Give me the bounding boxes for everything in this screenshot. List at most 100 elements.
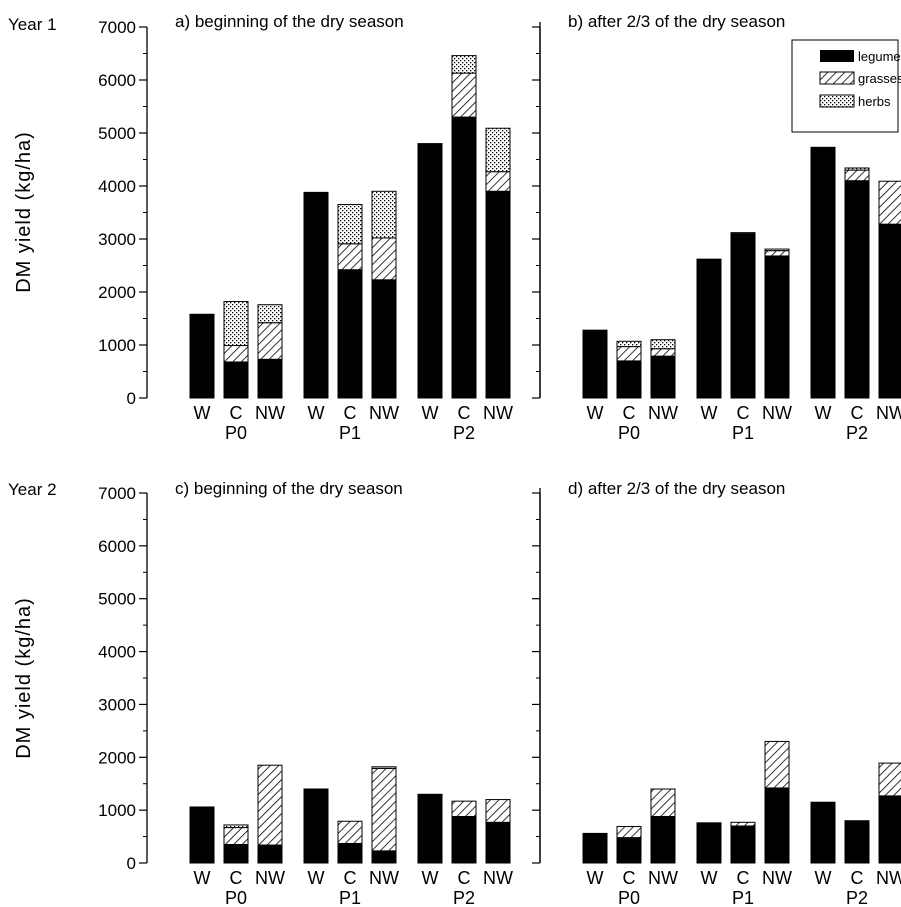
panel-a-group-label-P2: P2: [453, 423, 475, 443]
panel-d-bar-P1-C-legume: [730, 825, 756, 864]
panel-c-bar-P1-NW-herbs: [371, 766, 397, 769]
panel-b-bar-P1-C-herbs: [730, 232, 756, 235]
legend: legume grasses herbs: [791, 39, 901, 133]
panel-b-category-label-P0-NW: NW: [648, 403, 678, 423]
panel-a-bar-P1-NW-legume: [371, 279, 397, 399]
panel-b-bar-P2-C-herbs: [844, 167, 870, 171]
panel-c-bar-P2-C-legume: [451, 815, 477, 864]
panel-d-category-label-P0-NW: NW: [648, 868, 678, 888]
panel-b-bar-P0-NW-herbs: [650, 339, 676, 350]
panel-b-bar-P1-NW-grasses: [764, 250, 790, 257]
panel-d-bar-P0-C-legume: [616, 837, 642, 864]
panel-a-ytick-label-0: 0: [127, 389, 136, 408]
panel-c-group-label-P0: P0: [225, 888, 247, 907]
panel-c-category-label-P2-NW: NW: [483, 868, 513, 888]
legend-label-herbs: herbs: [858, 94, 891, 109]
panel-b-category-label-P2-C: C: [851, 403, 864, 423]
panel-a-bar-P1-NW-herbs: [371, 190, 397, 239]
panel-a-bar-P1-NW-grasses: [371, 237, 397, 281]
panel-a-bar-P2-C-legume: [451, 116, 477, 399]
panel-b-bar-P1-NW-herbs: [764, 248, 790, 252]
panel-b-bar-P2-C-legume: [844, 180, 870, 399]
panel-b-bar-P0-W-legume: [582, 329, 608, 399]
panel-b-bar-P1-NW-legume: [764, 255, 790, 399]
panel-d-bar-P2-NW-grasses: [878, 762, 901, 797]
panel-d-category-label-P2-NW: NW: [876, 868, 901, 888]
panel-c-category-label-P2-W: W: [422, 868, 439, 888]
panel-d-bar-P2-C-legume: [844, 820, 870, 864]
panel-d-group-label-P0: P0: [618, 888, 640, 907]
panel-b-bar-P2-C-grasses: [844, 169, 870, 182]
panel-a-bar-P2-NW-grasses: [485, 171, 511, 192]
panel-a-bar-P1-C-herbs: [337, 204, 363, 245]
panel-d-category-label-P0-W: W: [587, 868, 604, 888]
panel-b-group-label-P1: P1: [732, 423, 754, 443]
panel-b-bar-P1-C-legume: [730, 233, 756, 399]
panel-a-ytick-label-2000: 2000: [98, 283, 136, 302]
panel-a-ytick-label-1000: 1000: [98, 336, 136, 355]
panel-d-bar-P1-NW-grasses: [764, 740, 790, 789]
panel-a-bar-P1-C-grasses: [337, 243, 363, 271]
panel-a-category-label-P1-C: C: [344, 403, 357, 423]
row-label-year-2: Year 2: [8, 480, 57, 499]
panel-c-bar-P1-NW-grasses: [371, 767, 397, 852]
panel-c-category-label-P1-NW: NW: [369, 868, 399, 888]
panel-d-bar-P0-NW-grasses: [650, 788, 676, 817]
panel-a-bar-P2-W-legume: [417, 143, 443, 399]
panel-c-ytick-label-0: 0: [127, 854, 136, 873]
panel-b-category-label-P2-W: W: [815, 403, 832, 423]
panel-b-bar-P2-W-legume: [810, 146, 836, 399]
panel-d-bar-P2-NW-legume: [878, 795, 901, 864]
panel-c-ytick-label-1000: 1000: [98, 801, 136, 820]
panel-d-bar-P1-C-grasses: [730, 821, 756, 827]
panel-a-bar-P0-NW-grasses: [257, 322, 283, 360]
panel-title-b: b) after 2/3 of the dry season: [568, 12, 785, 31]
panel-b-bar-P2-NW-legume: [878, 223, 901, 399]
panel-c-bar-P2-NW-grasses: [485, 799, 511, 823]
panel-c-bar-P1-NW-legume: [371, 850, 397, 864]
panel-a-ytick-label-3000: 3000: [98, 230, 136, 249]
panel-a-bar-P2-NW-legume: [485, 190, 511, 399]
panel-d-category-label-P1-C: C: [737, 868, 750, 888]
panel-c-group-label-P1: P1: [339, 888, 361, 907]
panel-a-group-label-P1: P1: [339, 423, 361, 443]
panel-a-category-label-P1-NW: NW: [369, 403, 399, 423]
panel-d-bar-P0-NW-legume: [650, 815, 676, 864]
panel-title-a: a) beginning of the dry season: [175, 12, 404, 31]
panel-d-bar-P2-W-legume: [810, 801, 836, 864]
panel-c-bar-P0-W-legume: [189, 806, 215, 864]
panel-d-category-label-P2-C: C: [851, 868, 864, 888]
panel-d-bar-P0-W-legume: [582, 832, 608, 864]
panel-d-group-label-P1: P1: [732, 888, 754, 907]
panel-d-category-label-P0-C: C: [623, 868, 636, 888]
panel-a-category-label-P1-W: W: [308, 403, 325, 423]
panel-c-category-label-P0-W: W: [194, 868, 211, 888]
panel-a-bar-P2-NW-herbs: [485, 127, 511, 173]
panel-c-bar-P1-C-grasses: [337, 820, 363, 844]
panel-a-category-label-P0-W: W: [194, 403, 211, 423]
panel-d-category-label-P1-NW: NW: [762, 868, 792, 888]
panel-a-bar-P1-W-legume: [303, 191, 329, 399]
panel-a-category-label-P2-C: C: [458, 403, 471, 423]
panel-b-category-label-P0-C: C: [623, 403, 636, 423]
legend-label-legume: legume: [858, 49, 901, 64]
panel-a-category-label-P0-C: C: [230, 403, 243, 423]
legend-swatch-legume: [820, 50, 854, 62]
panel-a-ytick-label-6000: 6000: [98, 71, 136, 90]
legend-label-grasses: grasses: [858, 71, 901, 86]
panel-c-group-label-P2: P2: [453, 888, 475, 907]
panel-b-bar-P0-NW-grasses: [650, 348, 676, 357]
panel-a-ytick-label-7000: 7000: [98, 18, 136, 37]
panel-c-bar-P1-W-legume: [303, 788, 329, 864]
legend-swatch-grasses: [819, 71, 855, 85]
panel-c-category-label-P2-C: C: [458, 868, 471, 888]
panel-d-category-label-P2-W: W: [815, 868, 832, 888]
panel-a-bar-P2-C-grasses: [451, 72, 477, 118]
panel-c-bar-P1-C-legume: [337, 842, 363, 864]
panel-c-ytick-label-3000: 3000: [98, 695, 136, 714]
panel-a-bar-P0-C-herbs: [223, 301, 249, 347]
panel-b-group-label-P2: P2: [846, 423, 868, 443]
panel-title-c: c) beginning of the dry season: [175, 479, 403, 498]
panel-c-ytick-label-2000: 2000: [98, 748, 136, 767]
